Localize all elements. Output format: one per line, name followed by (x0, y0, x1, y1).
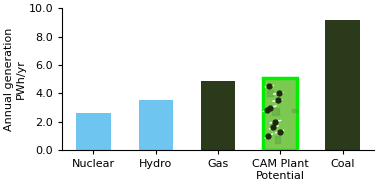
Bar (275, 136, 280, 143)
Bar (139, 100, 173, 150)
Y-axis label: Annual generation
PWh/yr: Annual generation PWh/yr (4, 28, 26, 131)
Bar (292, 109, 297, 112)
Bar (272, 108, 279, 115)
Bar (76, 113, 111, 150)
Bar (201, 81, 235, 150)
Bar (263, 78, 297, 150)
Bar (267, 90, 273, 96)
Bar (325, 20, 360, 150)
